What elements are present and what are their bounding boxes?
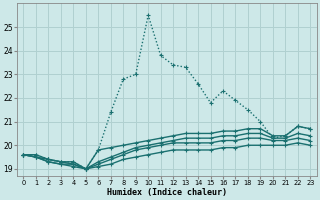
X-axis label: Humidex (Indice chaleur): Humidex (Indice chaleur) [107, 188, 227, 197]
